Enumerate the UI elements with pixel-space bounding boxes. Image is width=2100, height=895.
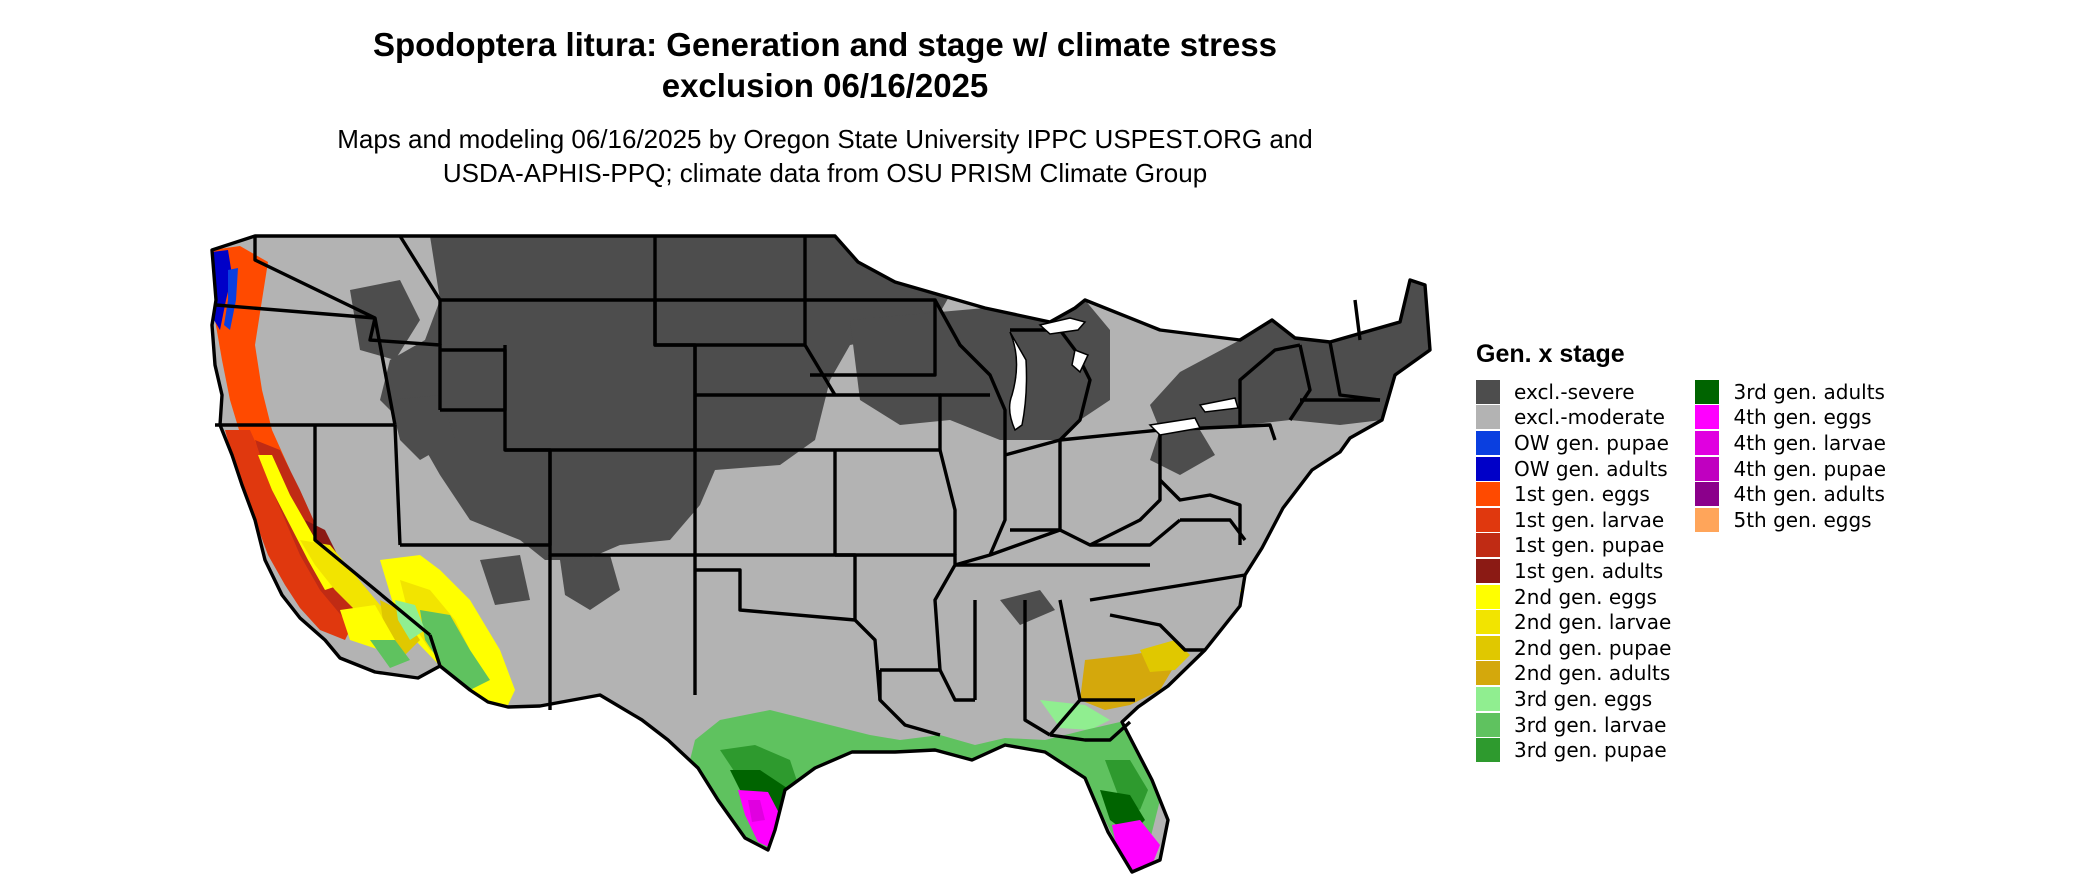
legend-label: 1st gen. adults [1514, 558, 1664, 583]
legend-swatch [1476, 405, 1500, 430]
map-region-severe [390, 395, 455, 460]
map-subtitle-line1: Maps and modeling 06/16/2025 by Oregon S… [337, 124, 1313, 154]
map-region-severe [850, 300, 1110, 440]
legend-item: 2nd gen. pupae [1476, 635, 1671, 661]
legend-swatch [1476, 686, 1500, 711]
legend-label: 2nd gen. larvae [1514, 610, 1672, 635]
legend-item: 1st gen. eggs [1476, 481, 1671, 507]
map-title-line1: Spodoptera litura: Generation and stage … [372, 26, 1278, 63]
legend-label: 2nd gen. eggs [1514, 584, 1657, 609]
map-title: Spodoptera litura: Generation and stage … [210, 24, 1440, 106]
map-legend: Gen. x stage excl.-severe excl.-moderate O… [1476, 340, 1886, 763]
legend-label: 4th gen. eggs [1733, 405, 1872, 430]
legend-item: excl.-moderate [1476, 405, 1671, 431]
legend-label: 4th gen. adults [1733, 482, 1885, 507]
legend-swatch [1476, 482, 1500, 507]
legend-swatch [1476, 661, 1500, 686]
map-region-severe [1150, 280, 1430, 430]
great-lakes [1008, 317, 1239, 436]
legend-label: OW gen. adults [1514, 456, 1668, 481]
legend-item: 1st gen. adults [1476, 558, 1671, 584]
legend-swatch [1476, 610, 1500, 635]
map-region-2eggs [340, 605, 395, 650]
map-region-3larvae [690, 710, 1160, 860]
legend-swatch [1476, 584, 1500, 609]
legend-swatch [1476, 456, 1500, 481]
map-region-severe [1150, 430, 1215, 475]
map-region-3eggs [1040, 700, 1110, 730]
legend-item: 4th gen. adults [1695, 481, 1886, 507]
legend-label: excl.-severe [1514, 379, 1635, 404]
legend-item: excl.-severe [1476, 379, 1671, 405]
legend-column-1: excl.-severe excl.-moderate OW gen. pupae O… [1476, 379, 1671, 763]
legend-label: 4th gen. larvae [1733, 430, 1886, 455]
legend-swatch [1476, 379, 1500, 404]
map-region-3pupae [1105, 760, 1148, 810]
map-region-3larvae [420, 610, 490, 690]
legend-label: excl.-moderate [1514, 405, 1665, 430]
map-region-severe [1000, 590, 1055, 625]
map-region-owpupae [224, 268, 238, 330]
legend-title: Gen. x stage [1476, 340, 1625, 368]
legend-label: 3rd gen. adults [1733, 379, 1885, 404]
legend-swatch [1695, 379, 1720, 404]
legend-label: 5th gen. eggs [1733, 507, 1872, 532]
legend-swatch [1695, 456, 1720, 481]
legend-swatch [1695, 482, 1720, 507]
legend-label: 3rd gen. pupae [1514, 738, 1667, 763]
map-region-severe [480, 555, 530, 605]
map-region-3larvae [370, 640, 410, 668]
legend-swatch [1476, 430, 1500, 455]
legend-item: OW gen. adults [1476, 456, 1671, 482]
map-subtitle: Maps and modeling 06/16/2025 by Oregon S… [210, 122, 1440, 190]
map-region-severe [350, 280, 420, 360]
legend-label: 2nd gen. adults [1514, 661, 1671, 686]
legend-label: OW gen. pupae [1514, 430, 1669, 455]
legend-label: 2nd gen. pupae [1514, 635, 1672, 660]
legend-item: 3rd gen. eggs [1476, 686, 1671, 712]
legend-columns: excl.-severe excl.-moderate OW gen. pupae O… [1476, 379, 1886, 763]
us-map [210, 234, 1432, 874]
map-region-severe [560, 555, 620, 610]
legend-swatch [1695, 405, 1720, 430]
legend-item: OW gen. pupae [1476, 430, 1671, 456]
state-boundaries [210, 234, 1432, 874]
legend-label: 1st gen. larvae [1514, 507, 1665, 532]
map-title-line2: exclusion 06/16/2025 [661, 67, 989, 104]
legend-item: 3rd gen. adults [1695, 379, 1886, 405]
legend-swatch [1476, 558, 1500, 583]
map-region-2pupae [1140, 640, 1190, 672]
map-subtitle-line2: USDA-APHIS-PPQ; climate data from OSU PR… [442, 158, 1208, 188]
legend-item: 2nd gen. larvae [1476, 609, 1671, 635]
legend-item: 3rd gen. larvae [1476, 712, 1671, 738]
legend-label: 4th gen. pupae [1733, 456, 1887, 481]
map-region-4larvae [748, 800, 765, 822]
map-raster [212, 236, 1430, 872]
legend-swatch [1476, 635, 1500, 660]
legend-swatch [1476, 712, 1500, 737]
map-region-owadults [212, 250, 232, 330]
legend-item: 4th gen. eggs [1695, 405, 1886, 431]
legend-column-2: 3rd gen. adults 4th gen. eggs 4th gen. lar… [1695, 379, 1886, 763]
legend-item: 1st gen. pupae [1476, 533, 1671, 559]
legend-item: 4th gen. pupae [1695, 456, 1886, 482]
map-region-severe [380, 236, 950, 560]
legend-item: 2nd gen. eggs [1476, 584, 1671, 610]
legend-label: 3rd gen. larvae [1514, 712, 1667, 737]
legend-swatch [1695, 430, 1720, 455]
legend-label: 1st gen. eggs [1514, 482, 1650, 507]
legend-swatch [1476, 533, 1500, 558]
legend-item: 3rd gen. pupae [1476, 737, 1671, 763]
legend-label: 3rd gen. eggs [1514, 686, 1653, 711]
legend-item: 2nd gen. adults [1476, 661, 1671, 687]
legend-label: 1st gen. pupae [1514, 533, 1665, 558]
legend-swatch [1695, 507, 1720, 532]
legend-swatch [1476, 738, 1500, 763]
legend-item: 4th gen. larvae [1695, 430, 1886, 456]
legend-swatch [1476, 507, 1500, 532]
legend-item: 1st gen. larvae [1476, 507, 1671, 533]
legend-item: 5th gen. eggs [1695, 507, 1886, 533]
map-region-2pupae [380, 600, 420, 655]
